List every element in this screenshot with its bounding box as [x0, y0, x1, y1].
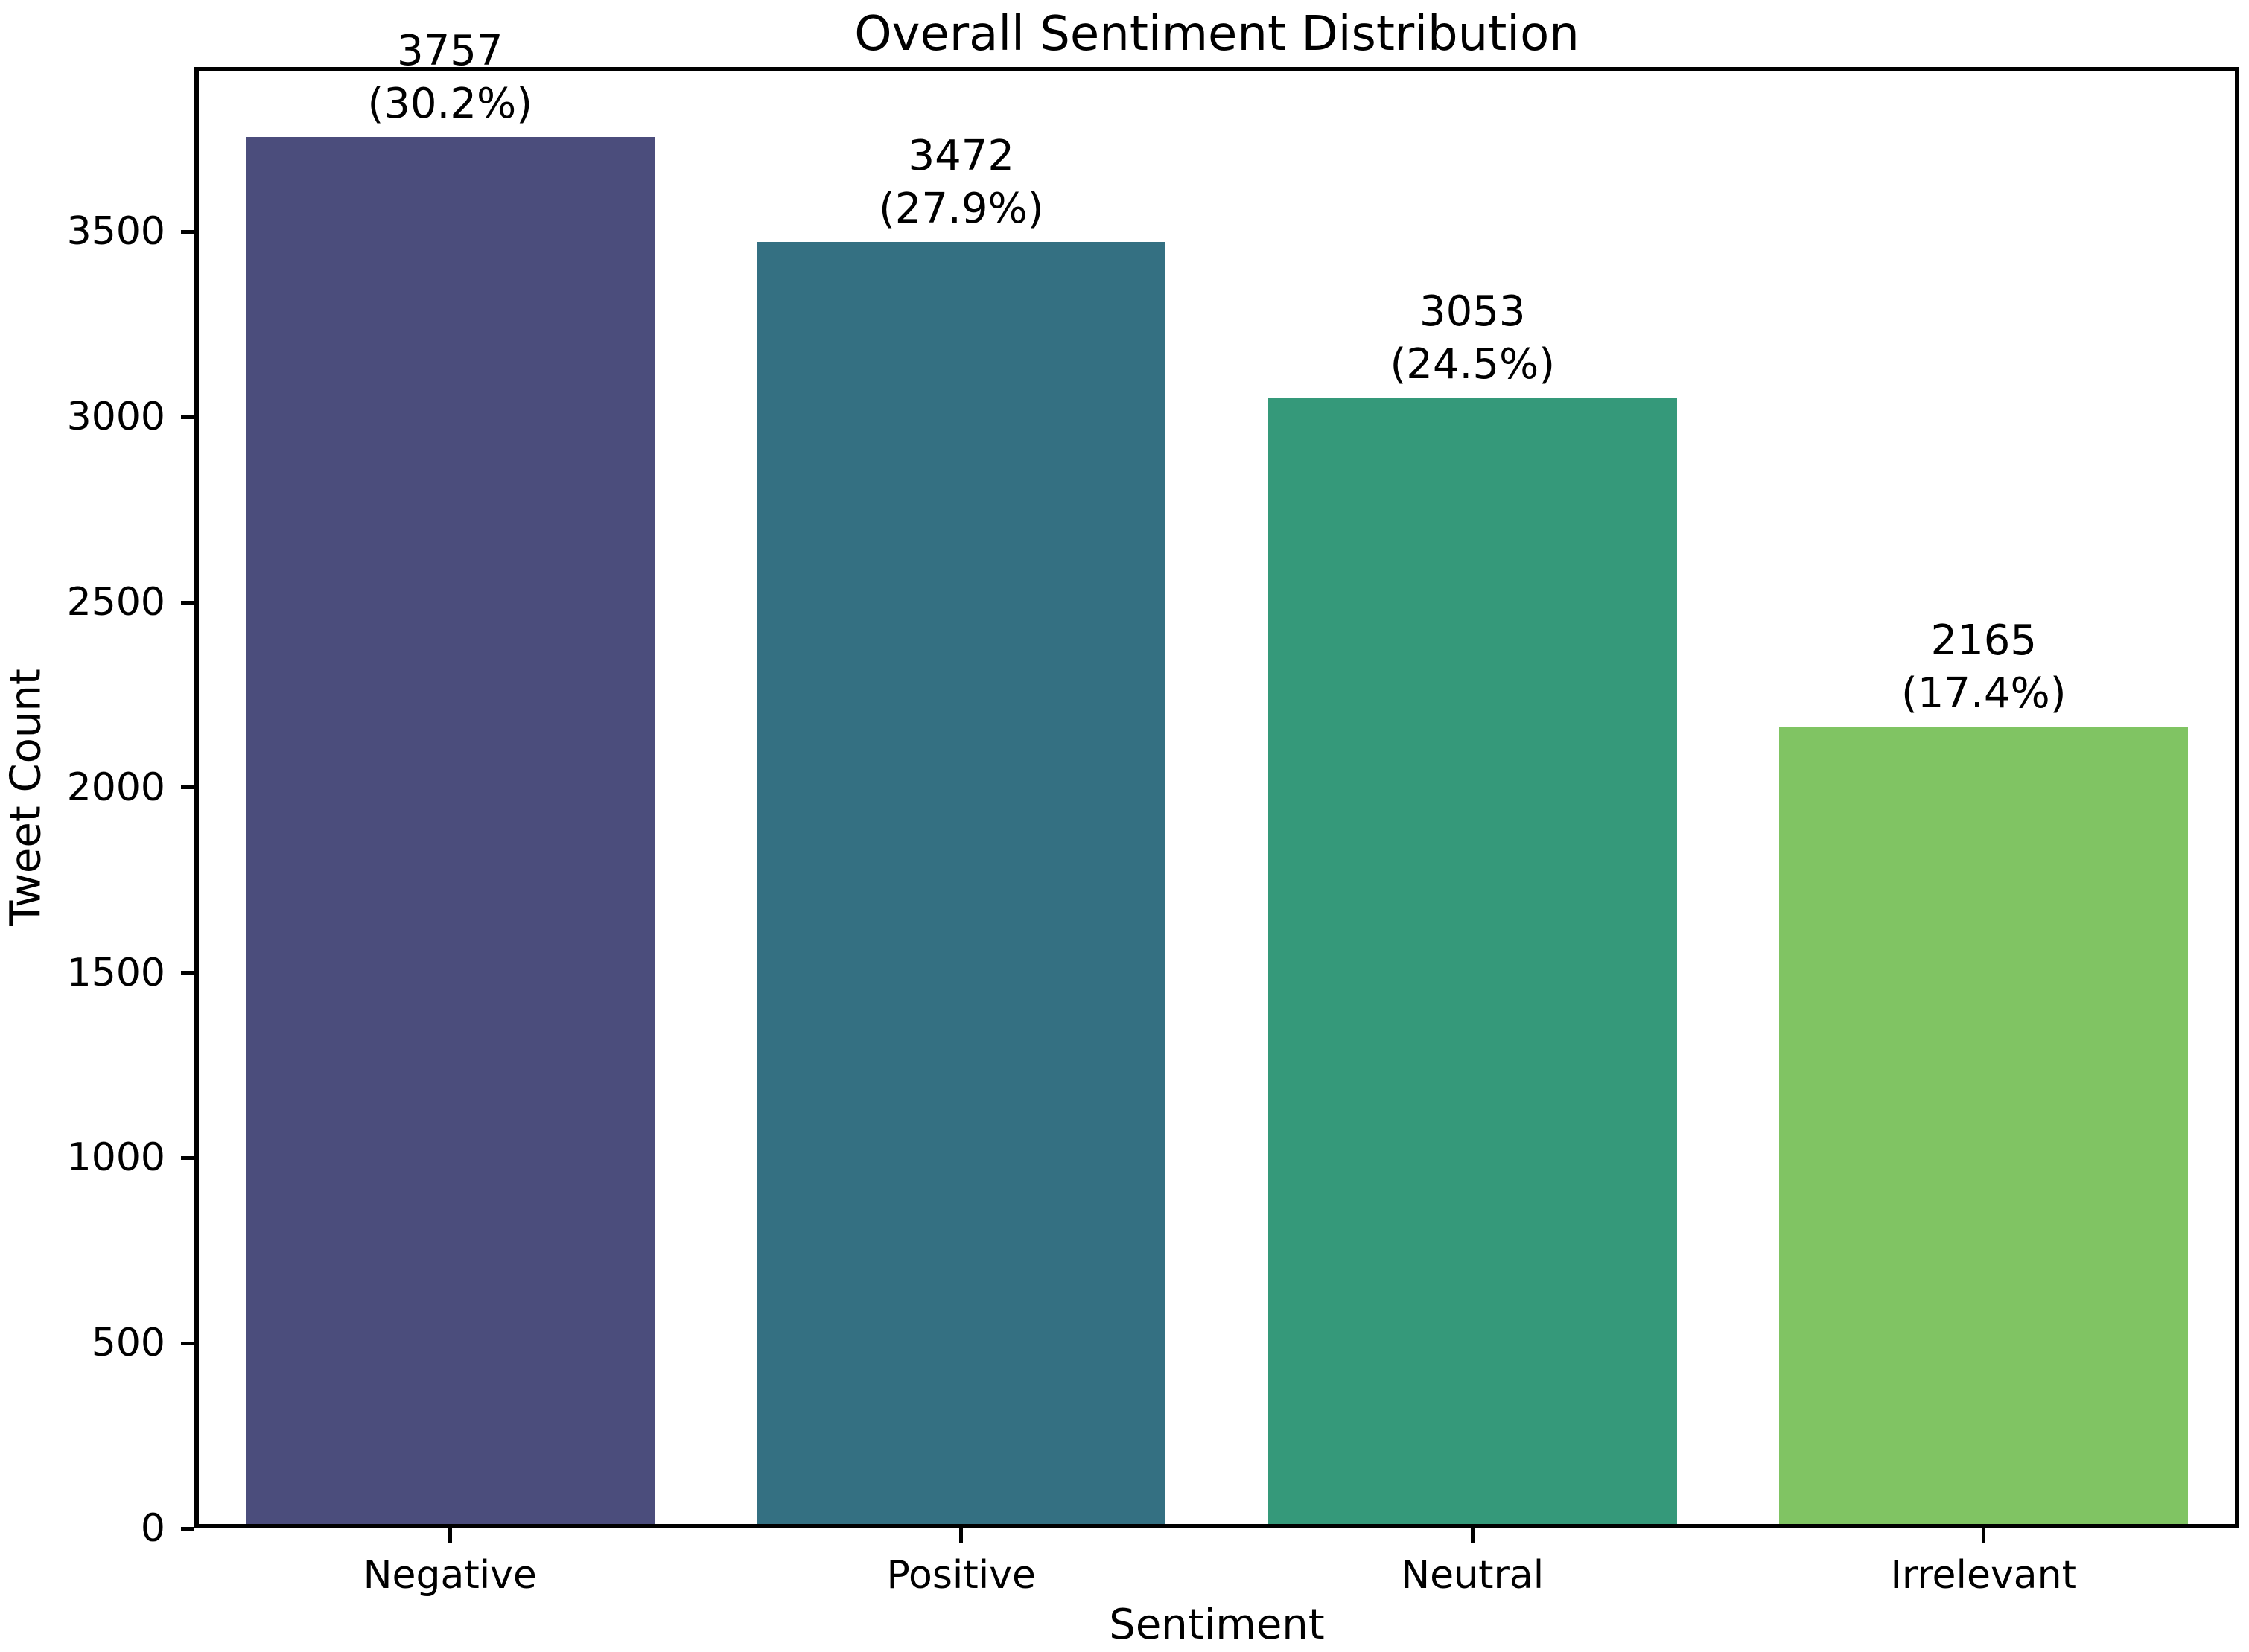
- x-tick-mark-neutral: [1470, 1528, 1475, 1543]
- x-tick-label-neutral: Neutral: [1401, 1553, 1545, 1598]
- y-tick-mark-500: [181, 1341, 194, 1345]
- bar-neutral: [1267, 397, 1677, 1528]
- x-tick-mark-irrelevant: [1982, 1528, 1986, 1543]
- y-tick-label-1500: 1500: [66, 950, 165, 995]
- bar-value-label-irrelevant: 2165 (17.4%): [1900, 616, 2067, 718]
- y-tick-mark-1500: [181, 971, 194, 975]
- y-tick-label-500: 500: [91, 1321, 165, 1366]
- y-tick-label-3500: 3500: [66, 209, 165, 255]
- bar-negative: [245, 136, 655, 1528]
- bar-value-label-negative: 3757 (30.2%): [367, 26, 533, 128]
- y-tick-label-2000: 2000: [66, 765, 165, 810]
- y-tick-mark-3500: [181, 229, 194, 234]
- y-tick-label-0: 0: [140, 1506, 165, 1551]
- chart-title: Overall Sentiment Distribution: [854, 7, 1580, 62]
- x-tick-label-negative: Negative: [363, 1553, 537, 1598]
- bar-value-label-neutral: 3053 (24.5%): [1390, 287, 1556, 389]
- y-tick-label-2500: 2500: [66, 580, 165, 625]
- bar-irrelevant: [1779, 726, 2189, 1528]
- x-tick-mark-positive: [959, 1528, 964, 1543]
- y-tick-mark-3000: [181, 415, 194, 419]
- y-tick-mark-0: [181, 1526, 194, 1531]
- y-tick-mark-2500: [181, 600, 194, 605]
- y-tick-label-3000: 3000: [66, 395, 165, 440]
- x-tick-mark-negative: [448, 1528, 452, 1543]
- y-tick-mark-2000: [181, 785, 194, 790]
- bar-value-label-positive: 3472 (27.9%): [878, 132, 1044, 234]
- x-axis-label: Sentiment: [1109, 1601, 1325, 1649]
- y-tick-mark-1000: [181, 1155, 194, 1160]
- bar-positive: [757, 242, 1166, 1528]
- x-tick-label-positive: Positive: [886, 1553, 1036, 1598]
- x-tick-label-irrelevant: Irrelevant: [1890, 1553, 2077, 1598]
- y-tick-label-1000: 1000: [66, 1135, 165, 1181]
